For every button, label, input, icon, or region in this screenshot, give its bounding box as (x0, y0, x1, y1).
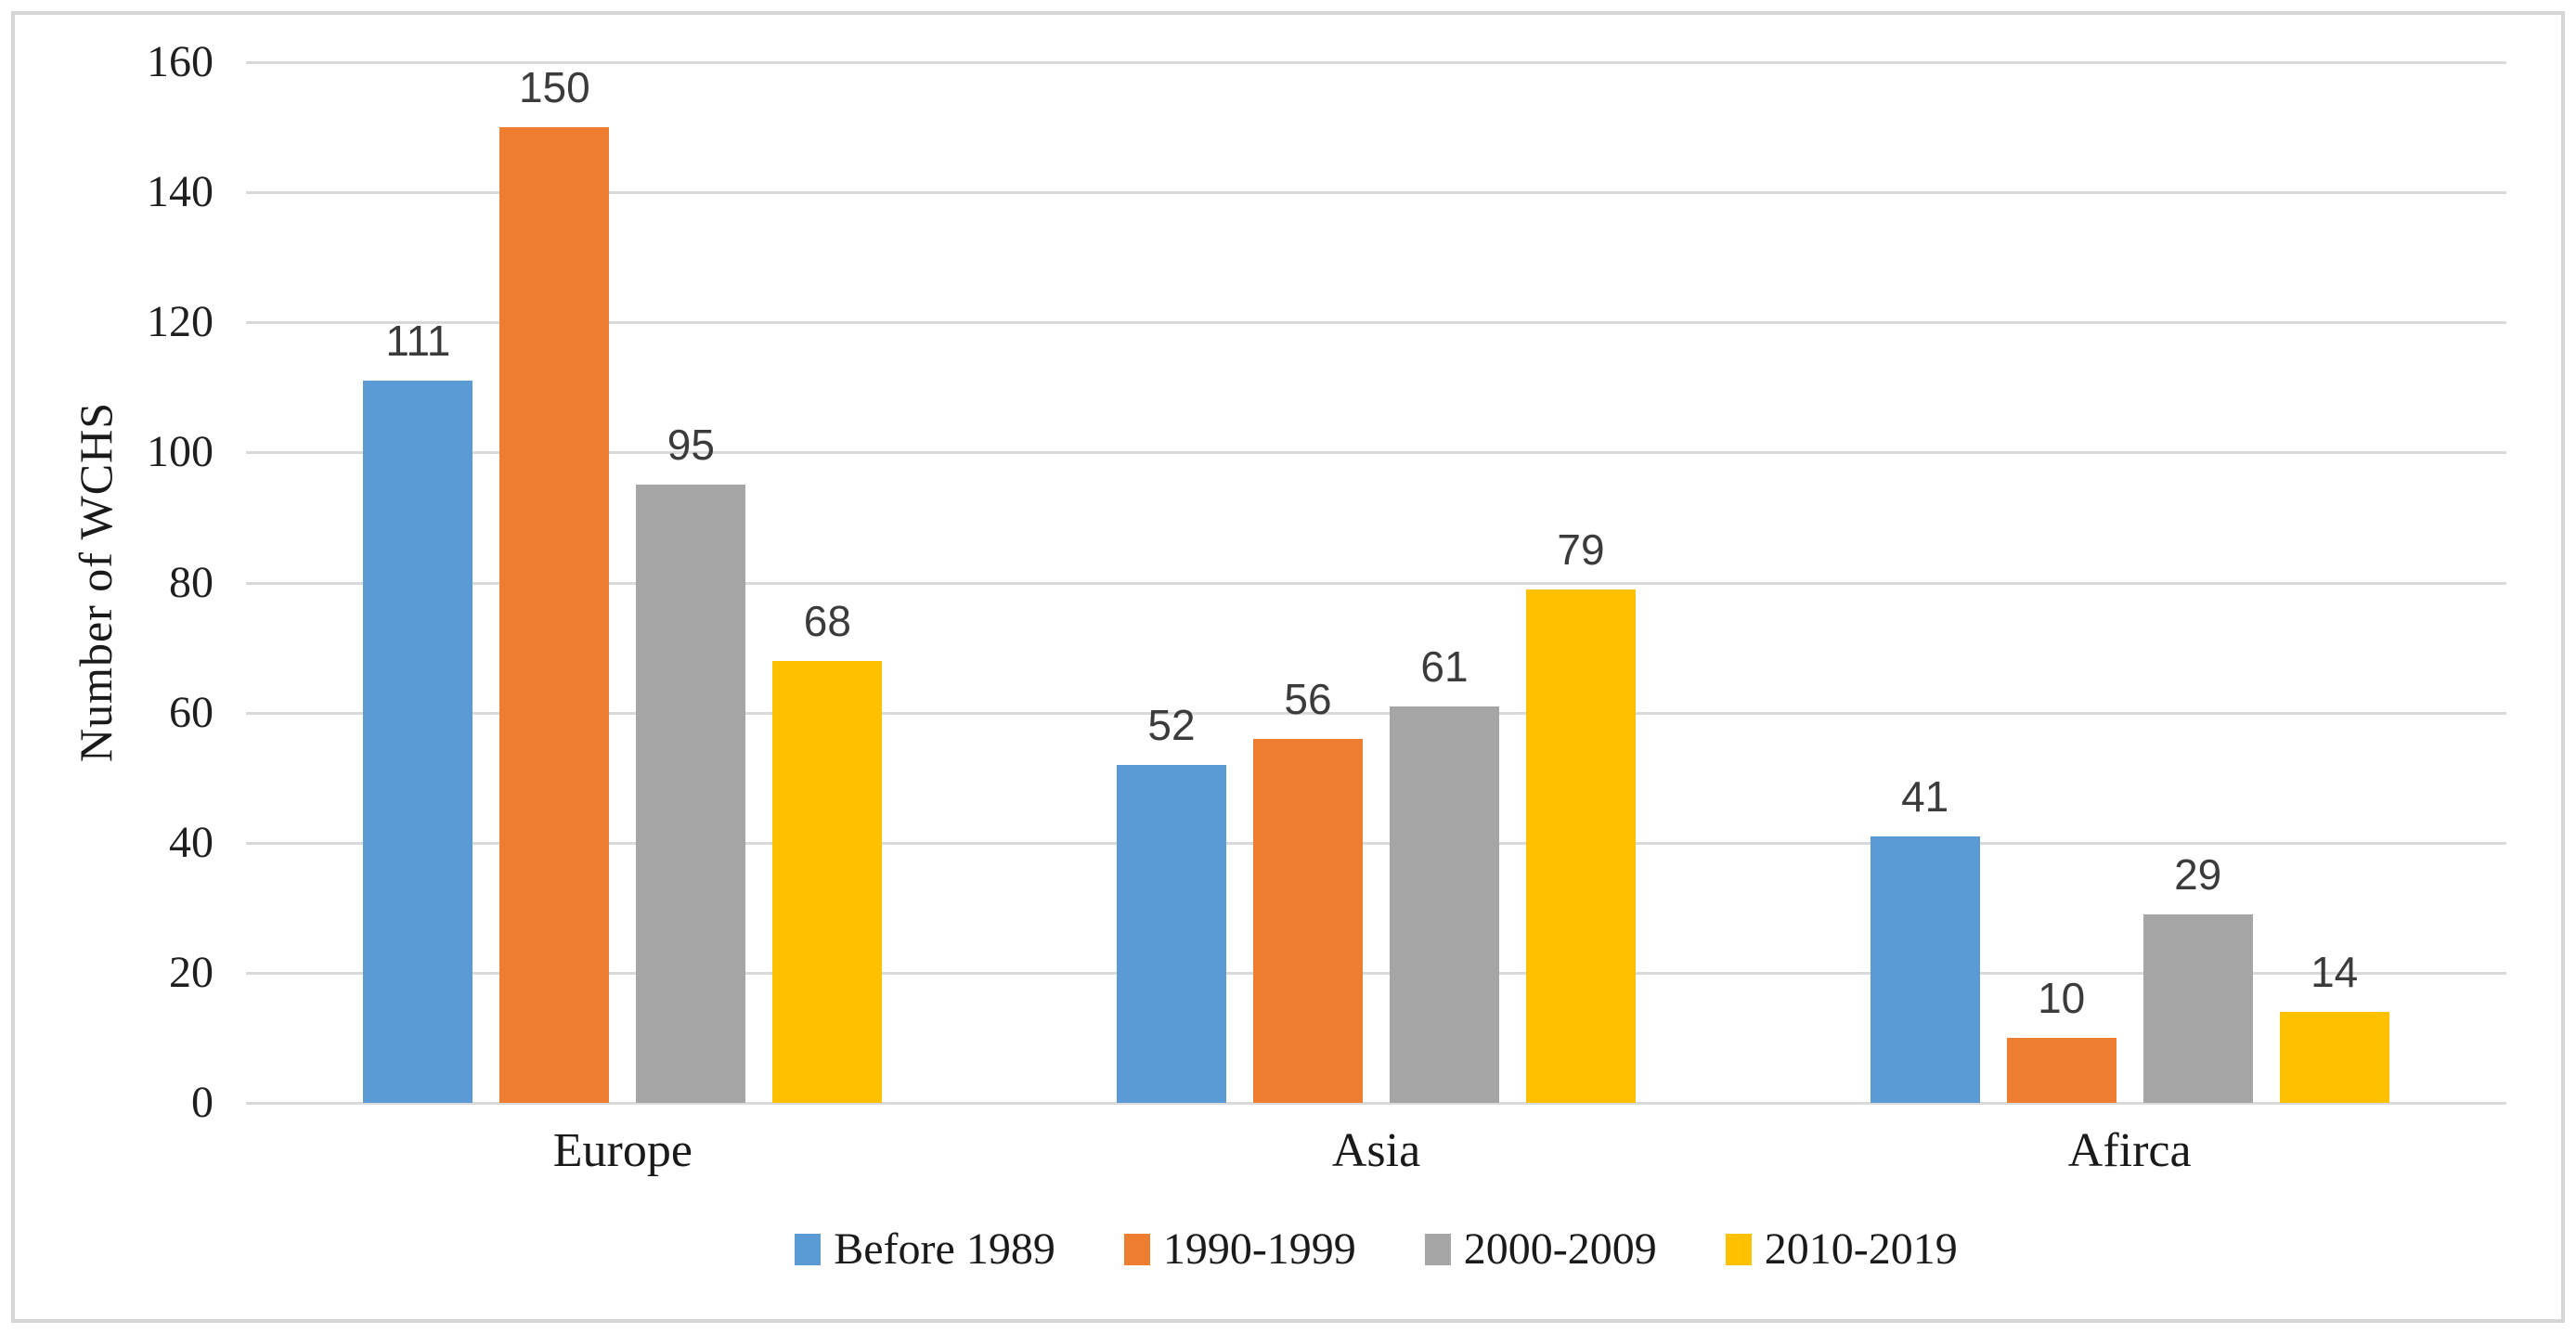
bar-afirca-1990-1999: 10 (2006, 974, 2116, 1103)
bar-value-label: 56 (1284, 674, 1332, 723)
gridline-y-0 (246, 1102, 2506, 1105)
legend-swatch (1725, 1233, 1752, 1265)
bar-group-europe: 111 150 95 68 (246, 62, 1000, 1103)
y-tick-label-160: 160 (147, 37, 214, 86)
gridline-y-100 (246, 451, 2506, 455)
bar-europe-2010-2019: 68 (772, 597, 883, 1103)
legend-item-before-1989: Before 1989 (795, 1224, 1055, 1275)
y-tick-label-20: 20 (169, 947, 214, 997)
bar-value-label: 29 (2174, 849, 2222, 899)
bar-value-label: 52 (1147, 700, 1196, 749)
y-tick-label-0: 0 (191, 1078, 214, 1127)
legend: Before 1989 1990-1999 2000-2009 2010-2019 (246, 1224, 2506, 1275)
y-tick-label-120: 120 (147, 297, 214, 347)
bar-value-label: 150 (518, 63, 590, 112)
bar-value-label: 61 (1420, 641, 1469, 691)
bar-europe-1990-1999: 150 (499, 63, 610, 1103)
bar-value-label: 10 (2038, 973, 2086, 1022)
gridline-y-120 (246, 321, 2506, 325)
bar-asia-1990-1999: 56 (1253, 675, 1363, 1103)
x-axis-label-afirca: Afirca (2067, 1124, 2192, 1177)
x-axis-label-europe: Europe (552, 1124, 693, 1177)
y-tick-label-40: 40 (169, 817, 214, 867)
bar-asia-before-1989: 52 (1117, 701, 1226, 1103)
legend-item-2000-2009: 2000-2009 (1424, 1224, 1657, 1275)
bar-value-label: 111 (385, 317, 451, 366)
y-tick-label-80: 80 (169, 557, 214, 607)
bar-groups: 111 150 95 68 52 56 61 79 41 10 29 14 (246, 62, 2506, 1103)
gridline-y-20 (246, 971, 2506, 975)
bar-value-label: 14 (2311, 947, 2359, 996)
bar-value-label: 79 (1557, 525, 1605, 574)
gridline-y-40 (246, 841, 2506, 845)
bar-europe-2000-2009: 95 (636, 421, 746, 1103)
gridline-y-160 (246, 61, 2506, 64)
bar-afirca-2000-2009: 29 (2142, 850, 2253, 1103)
gridline-y-80 (246, 581, 2506, 585)
legend-item-1990-1999: 1990-1999 (1123, 1224, 1356, 1275)
y-tick-label-140: 140 (147, 167, 214, 217)
bar-asia-2010-2019: 79 (1526, 525, 1636, 1103)
x-axis-labels: Europe Asia Afirca (246, 1123, 2506, 1178)
y-tick-label-60: 60 (169, 687, 214, 737)
y-tick-label-100: 100 (147, 427, 214, 477)
bar-value-label: 41 (1901, 771, 1949, 821)
bar-afirca-2010-2019: 14 (2279, 948, 2389, 1103)
legend-label: Before 1989 (834, 1224, 1055, 1274)
plot-area: 111 150 95 68 52 56 61 79 41 10 29 14 (246, 61, 2506, 1105)
gridline-y-60 (246, 711, 2506, 715)
legend-item-2010-2019: 2010-2019 (1725, 1224, 1958, 1275)
legend-label: 2000-2009 (1463, 1224, 1657, 1274)
legend-label: 1990-1999 (1162, 1224, 1356, 1274)
legend-swatch (795, 1233, 822, 1265)
bar-group-asia: 52 56 61 79 (1000, 62, 1754, 1103)
bar-europe-before-1989: 111 (363, 317, 473, 1103)
bar-asia-2000-2009: 61 (1390, 642, 1499, 1103)
bar-value-label: 95 (667, 421, 715, 470)
legend-label: 2010-2019 (1764, 1224, 1958, 1274)
bar-afirca-before-1989: 41 (1870, 772, 1980, 1103)
bar-group-afirca: 41 10 29 14 (1753, 62, 2506, 1103)
gridline-y-140 (246, 191, 2506, 195)
bar-value-label: 68 (803, 596, 851, 645)
legend-swatch (1424, 1233, 1451, 1265)
x-axis-label-asia: Asia (1331, 1124, 1421, 1177)
legend-swatch (1123, 1233, 1150, 1265)
